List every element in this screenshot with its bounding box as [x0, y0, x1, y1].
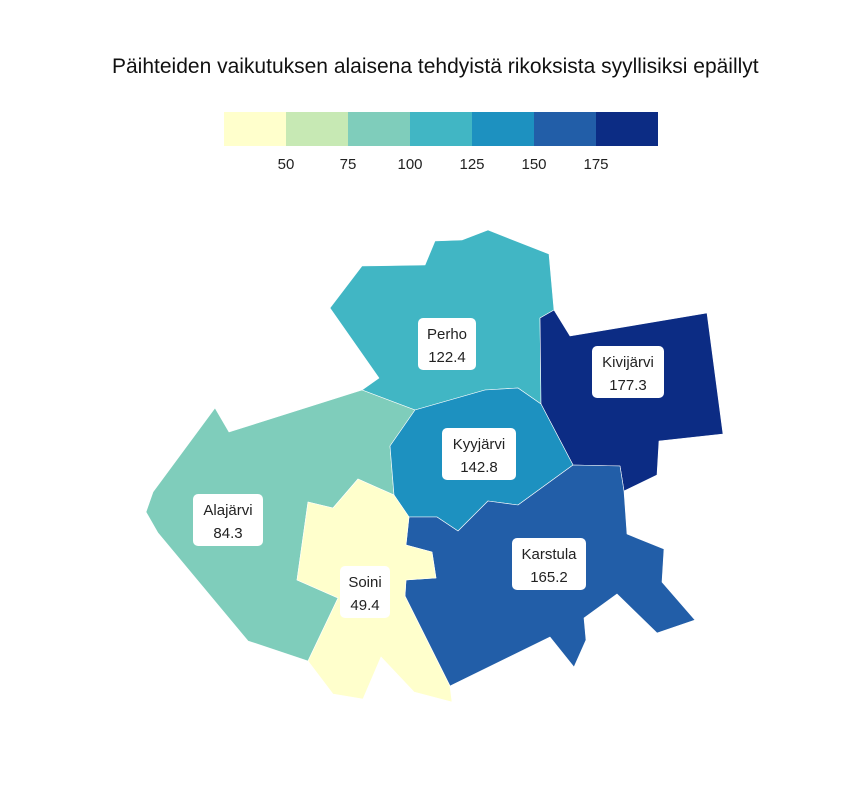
- region-name: Karstula: [521, 546, 577, 563]
- region-value: 49.4: [350, 597, 379, 614]
- label-kivijarvi: Kivijärvi 177.3: [592, 346, 664, 398]
- legend-tick-label: 100: [397, 156, 422, 173]
- label-karstula: Karstula 165.2: [512, 538, 586, 590]
- map-title: Päihteiden vaikutuksen alaisena tehdyist…: [112, 55, 759, 78]
- label-box: [193, 494, 263, 546]
- legend-swatch: [472, 112, 534, 146]
- region-name: Kyyjärvi: [453, 436, 506, 453]
- legend-tick-label: 175: [583, 156, 608, 173]
- color-legend: 50 75 100 125 150 175: [224, 112, 658, 173]
- label-perho: Perho 122.4: [418, 318, 476, 370]
- label-box: [592, 346, 664, 398]
- legend-swatch: [224, 112, 286, 146]
- legend-tick-label: 150: [521, 156, 546, 173]
- region-name: Perho: [427, 326, 467, 343]
- legend-tick-label: 75: [340, 156, 357, 173]
- region-value: 177.3: [609, 377, 647, 394]
- legend-swatch: [410, 112, 472, 146]
- legend-tick-label: 125: [459, 156, 484, 173]
- region-value: 142.8: [460, 459, 498, 476]
- region-name: Alajärvi: [203, 502, 252, 519]
- legend-swatches: [224, 112, 658, 146]
- legend-swatch: [348, 112, 410, 146]
- label-box: [418, 318, 476, 370]
- legend-swatch: [286, 112, 348, 146]
- label-box: [512, 538, 586, 590]
- region-value: 84.3: [213, 525, 242, 542]
- legend-swatch: [534, 112, 596, 146]
- label-box: [442, 428, 516, 480]
- label-box: [340, 566, 390, 618]
- label-kyyjarvi: Kyyjärvi 142.8: [442, 428, 516, 480]
- region-value: 122.4: [428, 349, 466, 366]
- region-value: 165.2: [530, 569, 568, 586]
- legend-swatch: [596, 112, 658, 146]
- label-soini: Soini 49.4: [340, 566, 390, 618]
- region-name: Soini: [348, 574, 381, 591]
- legend-tick-label: 50: [278, 156, 295, 173]
- label-alajarvi: Alajärvi 84.3: [193, 494, 263, 546]
- region-name: Kivijärvi: [602, 354, 654, 371]
- region-labels: Perho 122.4 Kivijärvi 177.3 Alajärvi 84.…: [193, 318, 664, 618]
- legend-ticks: 50 75 100 125 150 175: [278, 156, 609, 173]
